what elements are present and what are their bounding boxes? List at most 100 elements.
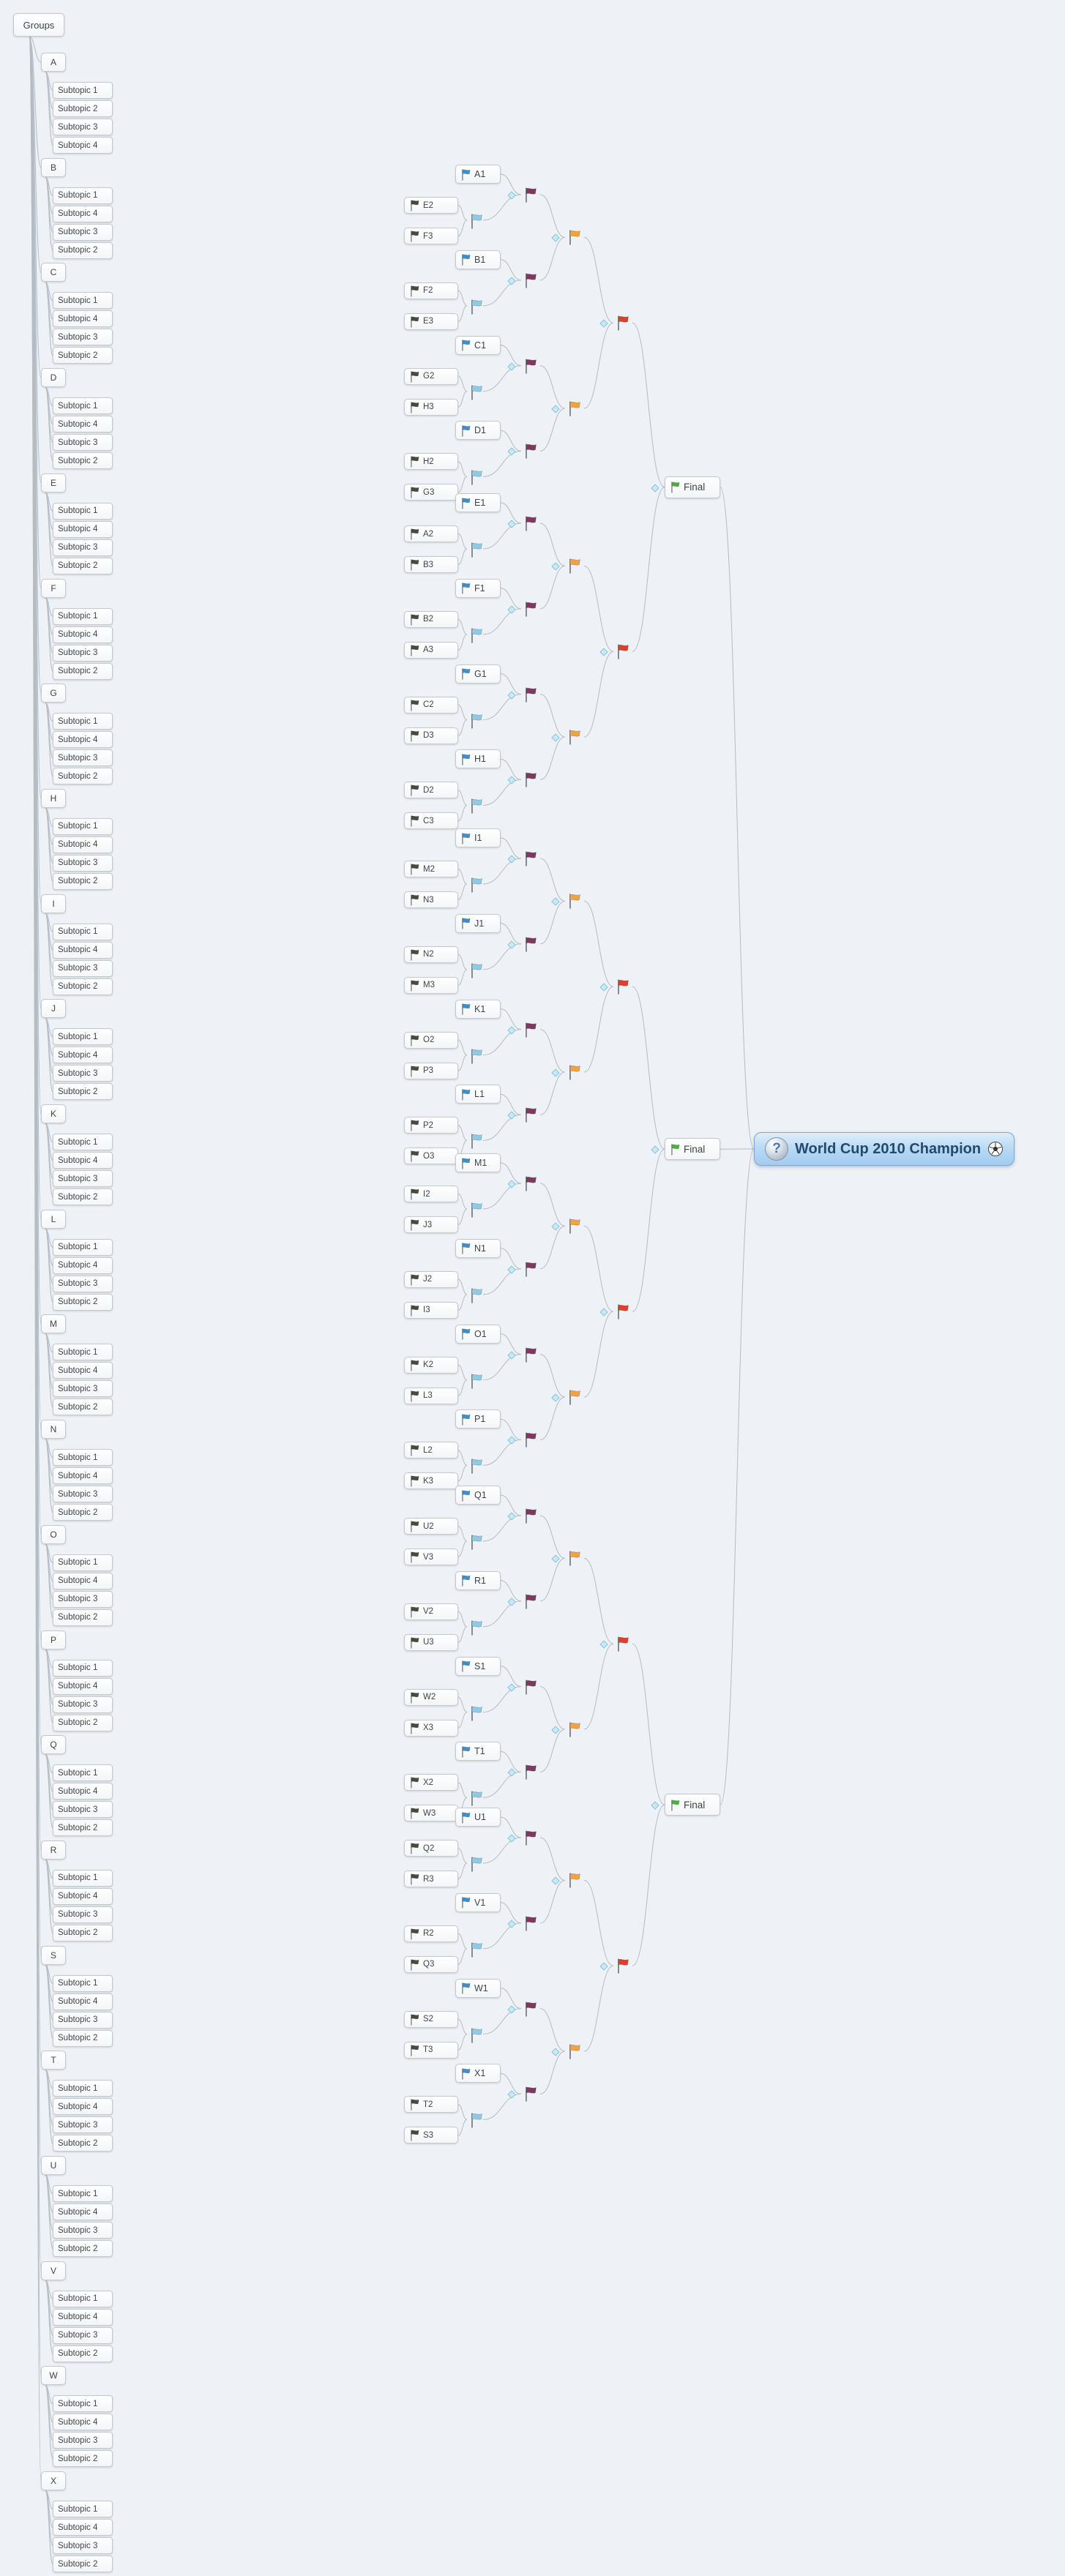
- subtopic-node[interactable]: Subtopic 3: [53, 2537, 113, 2555]
- subtopic-node[interactable]: Subtopic 1: [53, 2501, 113, 2518]
- subtopic-node[interactable]: Subtopic 2: [53, 347, 113, 364]
- winner-topic[interactable]: H1: [455, 749, 501, 769]
- subtopic-node[interactable]: Subtopic 3: [53, 2326, 113, 2344]
- slot-node[interactable]: [467, 1617, 486, 1638]
- quarterfinal-node[interactable]: [565, 727, 584, 747]
- r16-match-node[interactable]: [521, 769, 540, 790]
- r16-match-node[interactable]: [521, 1827, 540, 1848]
- winner-topic[interactable]: B1: [455, 250, 501, 269]
- subtopic-node[interactable]: Subtopic 4: [53, 1677, 113, 1695]
- team-topic[interactable]: I3: [404, 1301, 458, 1319]
- semifinal-node[interactable]: [613, 1633, 632, 1654]
- slot-node[interactable]: [467, 1199, 486, 1220]
- slot-node[interactable]: [467, 875, 486, 895]
- group-topic-s[interactable]: S: [41, 1945, 66, 1965]
- slot-node[interactable]: [467, 1703, 486, 1723]
- subtopic-node[interactable]: Subtopic 1: [53, 187, 113, 204]
- r16-match-node[interactable]: [521, 1913, 540, 1933]
- subtopic-node[interactable]: Subtopic 2: [53, 768, 113, 785]
- team-topic[interactable]: T2: [404, 2096, 458, 2113]
- team-topic[interactable]: C3: [404, 812, 458, 830]
- final-topic[interactable]: Final: [665, 1138, 720, 1161]
- subtopic-node[interactable]: Subtopic 4: [53, 1046, 113, 1064]
- subtopic-node[interactable]: Subtopic 2: [53, 872, 113, 890]
- slot-node[interactable]: [467, 1285, 486, 1306]
- team-topic[interactable]: E3: [404, 312, 458, 330]
- team-topic[interactable]: D2: [404, 782, 458, 799]
- quarterfinal-node[interactable]: [565, 555, 584, 576]
- group-topic-u[interactable]: U: [41, 2156, 66, 2175]
- r16-match-node[interactable]: [521, 1344, 540, 1365]
- quarterfinal-node[interactable]: [565, 1719, 584, 1740]
- subtopic-node[interactable]: Subtopic 4: [53, 1362, 113, 1379]
- team-topic[interactable]: A2: [404, 525, 458, 542]
- subtopic-node[interactable]: Subtopic 1: [53, 1974, 113, 1992]
- slot-node[interactable]: [467, 1854, 486, 1874]
- subtopic-node[interactable]: Subtopic 2: [53, 2556, 113, 2573]
- group-topic-d[interactable]: D: [41, 368, 66, 388]
- group-topic-j[interactable]: J: [41, 999, 66, 1019]
- winner-topic[interactable]: U1: [455, 1808, 501, 1827]
- subtopic-node[interactable]: Subtopic 3: [53, 539, 113, 556]
- subtopic-node[interactable]: Subtopic 4: [53, 2204, 113, 2220]
- slot-node[interactable]: [467, 1371, 486, 1391]
- semifinal-node[interactable]: [613, 1301, 632, 1322]
- slot-node[interactable]: [467, 2025, 486, 2045]
- subtopic-node[interactable]: Subtopic 4: [53, 2308, 113, 2326]
- subtopic-node[interactable]: Subtopic 2: [53, 1714, 113, 1731]
- subtopic-node[interactable]: Subtopic 4: [53, 205, 113, 222]
- subtopic-node[interactable]: Subtopic 4: [53, 626, 113, 643]
- team-topic[interactable]: D3: [404, 727, 458, 744]
- slot-node[interactable]: [467, 539, 486, 560]
- team-topic[interactable]: E2: [404, 197, 458, 214]
- slot-node[interactable]: [467, 1532, 486, 1552]
- subtopic-node[interactable]: Subtopic 4: [53, 836, 113, 853]
- subtopic-node[interactable]: Subtopic 1: [53, 607, 113, 625]
- group-topic-e[interactable]: E: [41, 473, 66, 493]
- subtopic-node[interactable]: Subtopic 3: [53, 1065, 113, 1082]
- subtopic-node[interactable]: Subtopic 3: [53, 119, 113, 135]
- winner-topic[interactable]: W1: [455, 1978, 501, 1998]
- subtopic-node[interactable]: Subtopic 1: [53, 1344, 113, 1361]
- groups-root-topic[interactable]: Groups: [13, 13, 64, 37]
- quarterfinal-node[interactable]: [565, 227, 584, 247]
- winner-topic[interactable]: L1: [455, 1085, 501, 1104]
- subtopic-node[interactable]: Subtopic 1: [53, 502, 113, 520]
- slot-node[interactable]: [467, 795, 486, 816]
- subtopic-node[interactable]: Subtopic 1: [53, 2185, 113, 2202]
- group-topic-m[interactable]: M: [41, 1314, 66, 1334]
- r16-match-node[interactable]: [521, 513, 540, 533]
- team-topic[interactable]: K3: [404, 1472, 458, 1490]
- quarterfinal-node[interactable]: [565, 1548, 584, 1568]
- team-topic[interactable]: O2: [404, 1031, 458, 1049]
- slot-node[interactable]: [467, 711, 486, 731]
- group-topic-x[interactable]: X: [41, 2471, 66, 2491]
- winner-topic[interactable]: E1: [455, 493, 501, 512]
- r16-match-node[interactable]: [521, 1999, 540, 2019]
- slot-node[interactable]: [467, 211, 486, 231]
- winner-topic[interactable]: O1: [455, 1324, 501, 1344]
- team-topic[interactable]: F2: [404, 282, 458, 299]
- winner-topic[interactable]: M1: [455, 1153, 501, 1172]
- team-topic[interactable]: M3: [404, 976, 458, 994]
- winner-topic[interactable]: F1: [455, 578, 501, 598]
- subtopic-node[interactable]: Subtopic 2: [53, 242, 113, 259]
- subtopic-node[interactable]: Subtopic 2: [53, 1819, 113, 1837]
- subtopic-node[interactable]: Subtopic 1: [53, 1134, 113, 1150]
- subtopic-node[interactable]: Subtopic 3: [53, 749, 113, 767]
- subtopic-node[interactable]: Subtopic 2: [53, 2450, 113, 2468]
- subtopic-node[interactable]: Subtopic 3: [53, 1801, 113, 1819]
- team-topic[interactable]: U3: [404, 1633, 458, 1651]
- subtopic-node[interactable]: Subtopic 3: [53, 644, 113, 662]
- winner-topic[interactable]: Q1: [455, 1486, 501, 1505]
- subtopic-node[interactable]: Subtopic 1: [53, 923, 113, 940]
- subtopic-node[interactable]: Subtopic 3: [53, 329, 113, 346]
- winner-topic[interactable]: C1: [455, 335, 501, 355]
- group-topic-a[interactable]: A: [41, 53, 66, 72]
- slot-node[interactable]: [467, 467, 486, 487]
- subtopic-node[interactable]: Subtopic 3: [53, 2222, 113, 2239]
- group-topic-h[interactable]: H: [41, 788, 66, 808]
- team-topic[interactable]: U2: [404, 1518, 458, 1535]
- winner-topic[interactable]: G1: [455, 664, 501, 684]
- team-topic[interactable]: X3: [404, 1719, 458, 1737]
